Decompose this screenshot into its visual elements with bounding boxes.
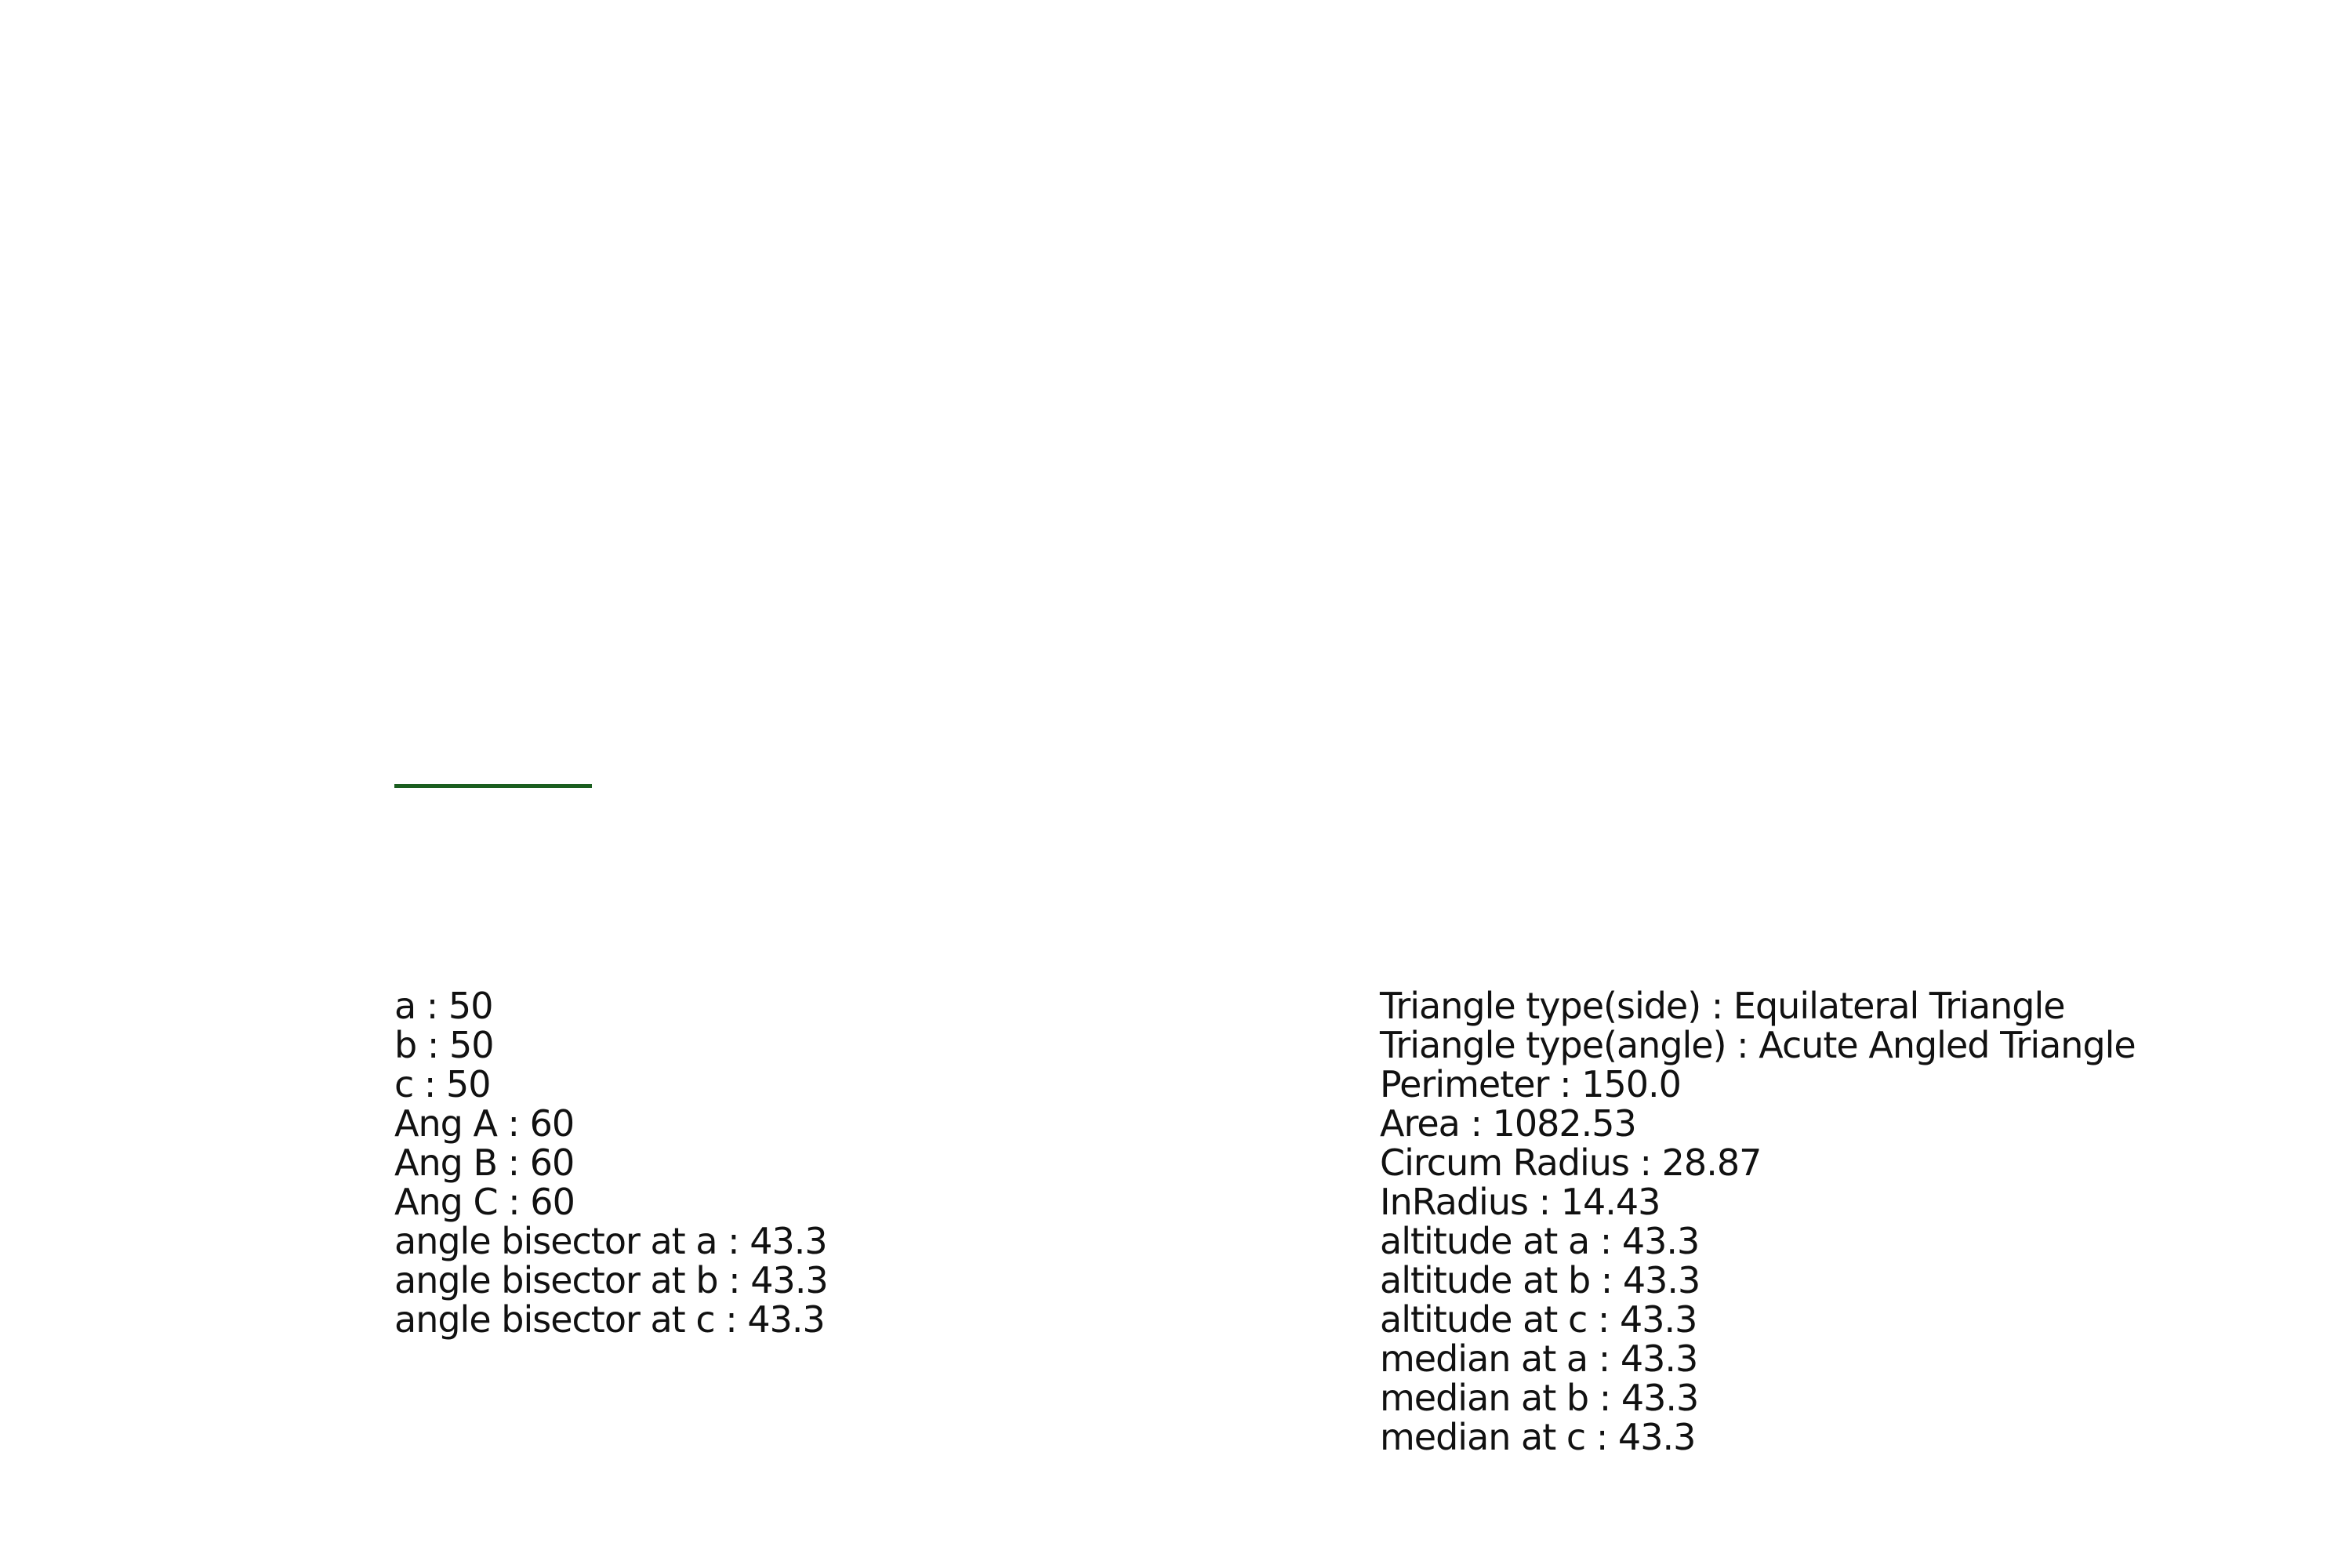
triangle-drawing-line [394, 784, 592, 788]
median-b-value: median at b : 43.3 [1380, 1377, 1699, 1419]
area-value: Area : 1082.53 [1380, 1102, 1637, 1145]
angle-bisector-a-value: angle bisector at a : 43.3 [394, 1220, 828, 1262]
perimeter-value: Perimeter : 150.0 [1380, 1063, 1682, 1105]
angle-c-value: Ang C : 60 [394, 1181, 575, 1223]
median-a-value: median at a : 43.3 [1380, 1338, 1698, 1380]
side-b-value: b : 50 [394, 1024, 494, 1066]
angle-bisector-c-value: angle bisector at c : 43.3 [394, 1298, 826, 1341]
altitude-b-value: altitude at b : 43.3 [1380, 1259, 1700, 1301]
triangle-type-angle: Triangle type(angle) : Acute Angled Tria… [1380, 1024, 2136, 1066]
inradius-value: InRadius : 14.43 [1380, 1181, 1661, 1223]
median-c-value: median at c : 43.3 [1380, 1416, 1696, 1458]
side-angle-properties: a : 50 b : 50 c : 50 Ang A : 60 Ang B : … [394, 985, 829, 1341]
angle-bisector-b-value: angle bisector at b : 43.3 [394, 1259, 829, 1301]
triangle-type-side: Triangle type(side) : Equilateral Triang… [1380, 985, 2066, 1027]
side-a-value: a : 50 [394, 985, 493, 1027]
altitude-c-value: altitude at c : 43.3 [1380, 1298, 1697, 1341]
altitude-a-value: altitude at a : 43.3 [1380, 1220, 1700, 1262]
circum-radius-value: Circum Radius : 28.87 [1380, 1142, 1762, 1184]
angle-a-value: Ang A : 60 [394, 1102, 575, 1145]
triangle-derived-properties: Triangle type(side) : Equilateral Triang… [1380, 986, 2136, 1457]
side-c-value: c : 50 [394, 1063, 492, 1105]
angle-b-value: Ang B : 60 [394, 1142, 575, 1184]
